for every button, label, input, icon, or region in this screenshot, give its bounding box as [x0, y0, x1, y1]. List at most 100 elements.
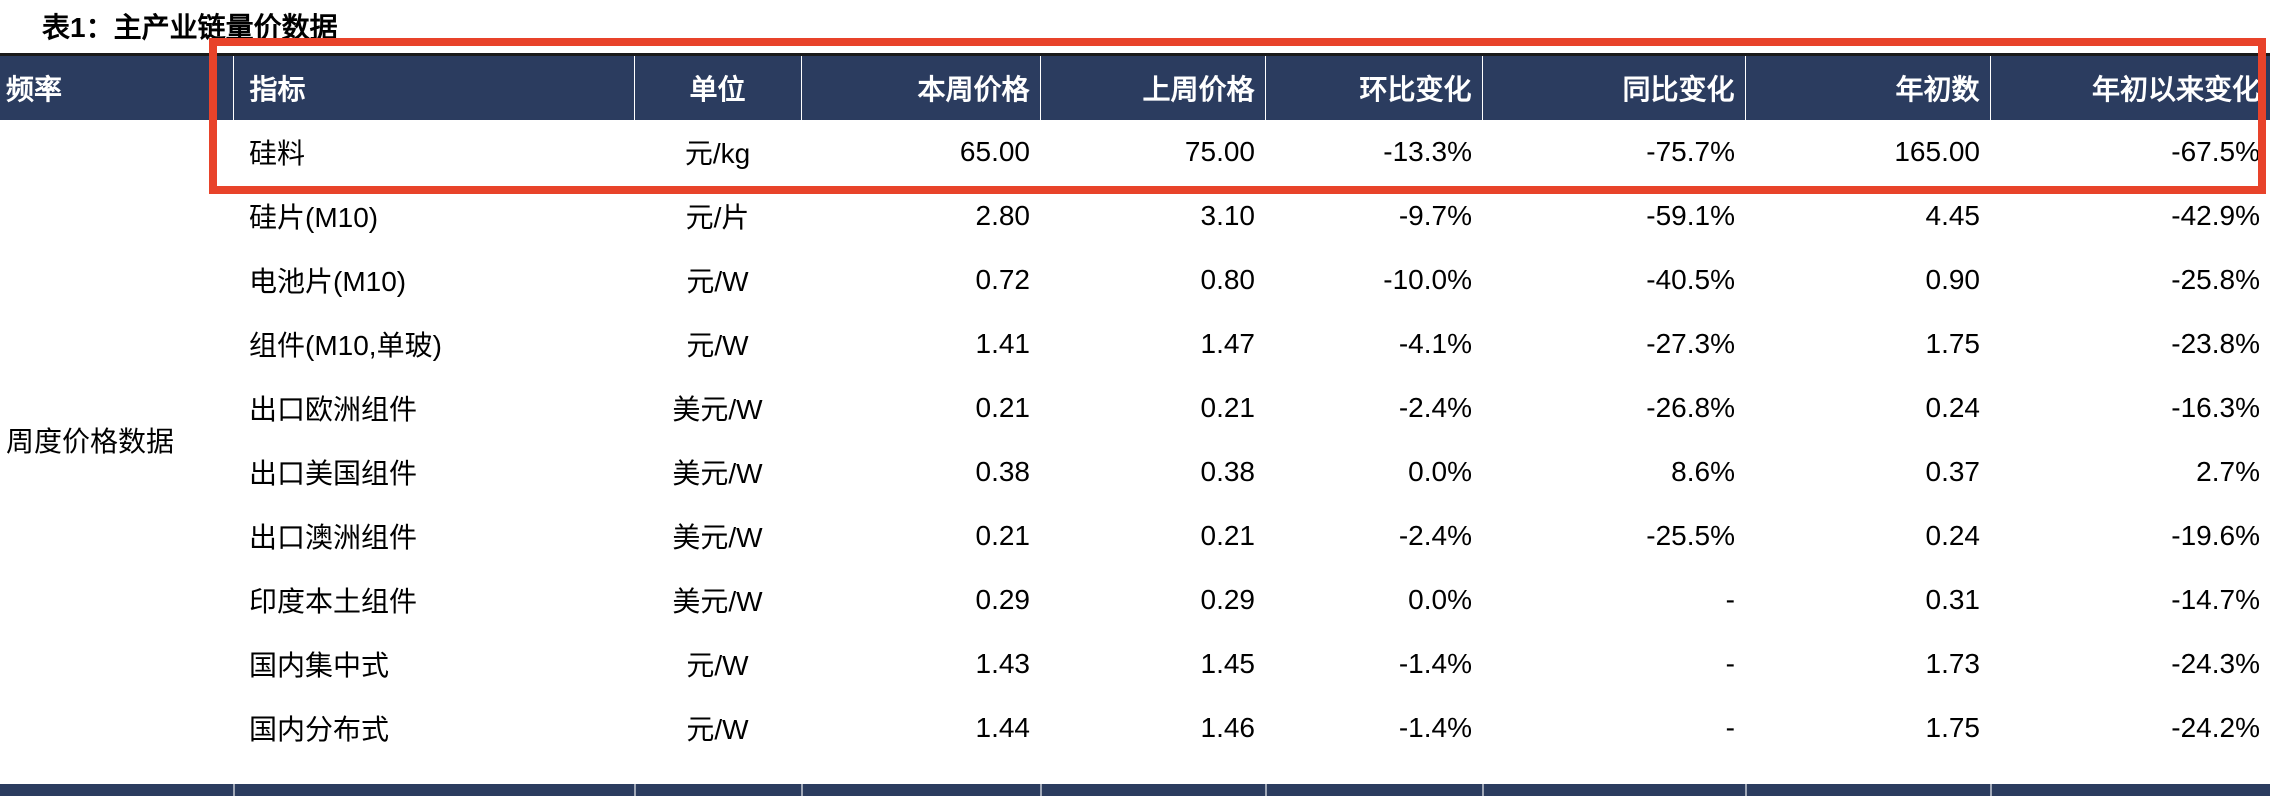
table-title: 表1：主产业链量价数据 [42, 12, 338, 43]
ytd-change-cell: -23.8% [1990, 312, 2270, 376]
wow-change-cell: -9.7% [1265, 184, 1482, 248]
table-header-row: 频率 指标 单位 本周价格 上周价格 环比变化 同比变化 年初数 年初以来变化 [0, 54, 2270, 120]
indicator-cell: 国内分布式 [233, 696, 634, 760]
indicator-cell: 出口欧洲组件 [233, 376, 634, 440]
table-row: 周度价格数据 硅料 元/kg 65.00 75.00 -13.3% -75.7%… [0, 120, 2270, 760]
this-week-price-cell: 1.41 [801, 312, 1040, 376]
col-header-last-week-price: 上周价格 [1039, 54, 1265, 120]
frequency-group-cell: 周度价格数据 [0, 120, 233, 760]
table-row: 出口澳洲组件 美元/W 0.21 0.21 -2.4% -25.5% 0.24 … [0, 504, 2270, 568]
table-body: 周度价格数据 硅料 元/kg 65.00 75.00 -13.3% -75.7%… [0, 120, 2270, 760]
year-start-cell: 165.00 [1745, 120, 1990, 184]
year-start-cell: 0.37 [1745, 440, 1990, 504]
col-header-unit: 单位 [633, 54, 801, 120]
this-week-price-cell: 0.29 [801, 568, 1040, 632]
year-start-cell: 1.75 [1745, 312, 1990, 376]
column-separator [1040, 784, 1042, 796]
wow-change-cell: -2.4% [1265, 504, 1482, 568]
table-row: 国内集中式 元/W 1.43 1.45 -1.4% - 1.73 -24.3% [0, 632, 2270, 696]
wow-change-cell: 0.0% [1265, 440, 1482, 504]
yoy-change-cell: -27.3% [1482, 312, 1745, 376]
col-header-year-start: 年初数 [1744, 54, 1990, 120]
indicator-cell: 硅片(M10) [233, 184, 634, 248]
col-header-yoy-change: 同比变化 [1481, 54, 1745, 120]
yoy-change-cell: 8.6% [1482, 440, 1745, 504]
wow-change-cell: -13.3% [1265, 120, 1482, 184]
col-header-this-week-price: 本周价格 [800, 54, 1040, 120]
this-week-price-cell: 0.72 [801, 248, 1040, 312]
wow-change-cell: -1.4% [1265, 632, 1482, 696]
ytd-change-cell: -42.9% [1990, 184, 2270, 248]
table-row: 硅片(M10) 元/片 2.80 3.10 -9.7% -59.1% 4.45 … [0, 184, 2270, 248]
this-week-price-cell: 0.38 [801, 440, 1040, 504]
unit-cell: 美元/W [634, 376, 801, 440]
wow-change-cell: -2.4% [1265, 376, 1482, 440]
year-start-cell: 0.31 [1745, 568, 1990, 632]
yoy-change-cell: -25.5% [1482, 504, 1745, 568]
indicator-cell: 国内集中式 [233, 632, 634, 696]
col-header-indicator: 指标 [232, 54, 634, 120]
last-week-price-cell: 0.80 [1040, 248, 1265, 312]
last-week-price-cell: 75.00 [1040, 120, 1265, 184]
yoy-change-cell: - [1482, 632, 1745, 696]
this-week-price-cell: 0.21 [801, 504, 1040, 568]
last-week-price-cell: 0.21 [1040, 376, 1265, 440]
ytd-change-cell: -24.2% [1990, 696, 2270, 760]
unit-cell: 元/片 [634, 184, 801, 248]
last-week-price-cell: 0.29 [1040, 568, 1265, 632]
col-header-wow-change: 环比变化 [1264, 54, 1482, 120]
year-start-cell: 0.90 [1745, 248, 1990, 312]
wow-change-cell: -1.4% [1265, 696, 1482, 760]
indicator-cell: 电池片(M10) [233, 248, 634, 312]
year-start-cell: 0.24 [1745, 504, 1990, 568]
yoy-change-cell: -40.5% [1482, 248, 1745, 312]
yoy-change-cell: - [1482, 696, 1745, 760]
this-week-price-cell: 2.80 [801, 184, 1040, 248]
unit-cell: 元/W [634, 248, 801, 312]
year-start-cell: 1.75 [1745, 696, 1990, 760]
unit-cell: 元/W [634, 696, 801, 760]
table-row: 印度本土组件 美元/W 0.29 0.29 0.0% - 0.31 -14.7% [0, 568, 2270, 632]
column-separator [233, 784, 235, 796]
this-week-price-cell: 65.00 [801, 120, 1040, 184]
ytd-change-cell: -25.8% [1990, 248, 2270, 312]
indicator-cell: 出口澳洲组件 [233, 504, 634, 568]
yoy-change-cell: -59.1% [1482, 184, 1745, 248]
unit-cell: 美元/W [634, 568, 801, 632]
indicator-cell: 硅料 [233, 120, 634, 184]
indicator-cell: 印度本土组件 [233, 568, 634, 632]
col-header-frequency: 频率 [0, 54, 233, 120]
last-week-price-cell: 1.46 [1040, 696, 1265, 760]
last-week-price-cell: 3.10 [1040, 184, 1265, 248]
column-separator [1265, 784, 1267, 796]
column-separator [801, 784, 803, 796]
unit-cell: 元/W [634, 632, 801, 696]
column-separator [1990, 784, 1992, 796]
unit-cell: 元/W [634, 312, 801, 376]
wow-change-cell: 0.0% [1265, 568, 1482, 632]
last-week-price-cell: 0.38 [1040, 440, 1265, 504]
this-week-price-cell: 1.43 [801, 632, 1040, 696]
year-start-cell: 0.24 [1745, 376, 1990, 440]
wow-change-cell: -4.1% [1265, 312, 1482, 376]
last-week-price-cell: 1.47 [1040, 312, 1265, 376]
unit-cell: 美元/W [634, 440, 801, 504]
table-row: 出口欧洲组件 美元/W 0.21 0.21 -2.4% -26.8% 0.24 … [0, 376, 2270, 440]
yoy-change-cell: -26.8% [1482, 376, 1745, 440]
indicator-cell: 出口美国组件 [233, 440, 634, 504]
unit-cell: 元/kg [634, 120, 801, 184]
ytd-change-cell: 2.7% [1990, 440, 2270, 504]
year-start-cell: 1.73 [1745, 632, 1990, 696]
ytd-change-cell: -67.5% [1990, 120, 2270, 184]
ytd-change-cell: -14.7% [1990, 568, 2270, 632]
column-separator [1745, 784, 1747, 796]
this-week-price-cell: 0.21 [801, 376, 1040, 440]
year-start-cell: 4.45 [1745, 184, 1990, 248]
table-row: 组件(M10,单玻) 元/W 1.41 1.47 -4.1% -27.3% 1.… [0, 312, 2270, 376]
wow-change-cell: -10.0% [1265, 248, 1482, 312]
this-week-price-cell: 1.44 [801, 696, 1040, 760]
last-week-price-cell: 0.21 [1040, 504, 1265, 568]
table-row: 出口美国组件 美元/W 0.38 0.38 0.0% 8.6% 0.37 2.7… [0, 440, 2270, 504]
indicator-cell: 组件(M10,单玻) [233, 312, 634, 376]
